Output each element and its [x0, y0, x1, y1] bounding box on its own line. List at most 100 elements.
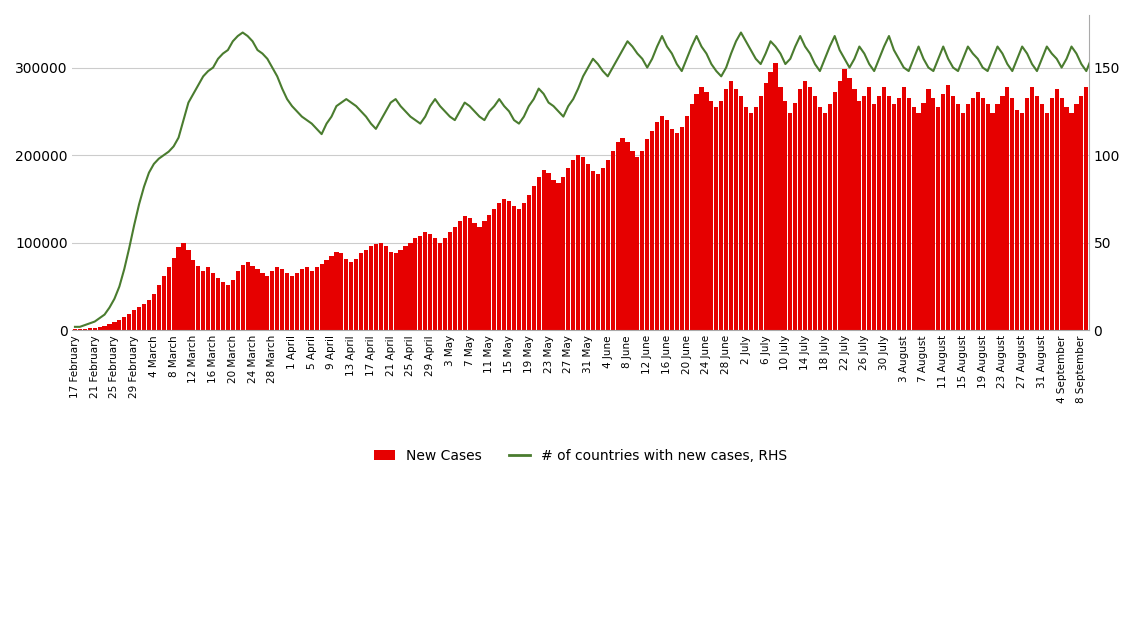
Bar — [516, 210, 521, 330]
Bar — [161, 276, 166, 330]
Bar — [512, 206, 516, 330]
Bar — [758, 95, 763, 330]
Bar — [255, 269, 260, 330]
Bar — [83, 329, 87, 330]
Bar — [507, 201, 511, 330]
Bar — [581, 157, 586, 330]
Bar — [280, 269, 284, 330]
Bar — [418, 236, 422, 330]
Bar — [813, 95, 817, 330]
Bar — [260, 273, 264, 330]
Bar — [152, 293, 155, 330]
Bar — [802, 81, 807, 330]
Bar — [201, 271, 205, 330]
Bar — [788, 113, 792, 330]
Bar — [709, 101, 714, 330]
Bar — [182, 243, 186, 330]
Bar — [882, 87, 886, 330]
Bar — [621, 138, 624, 330]
Bar — [502, 199, 506, 330]
Bar — [497, 203, 502, 330]
Bar — [1069, 113, 1074, 330]
Bar — [1060, 98, 1063, 330]
Bar — [472, 223, 477, 330]
Bar — [388, 252, 393, 330]
Bar — [245, 262, 250, 330]
Bar — [1025, 98, 1029, 330]
Bar — [409, 243, 412, 330]
Bar — [1044, 113, 1049, 330]
Bar — [487, 215, 491, 330]
Bar — [625, 142, 630, 330]
Bar — [1054, 89, 1059, 330]
Bar — [901, 87, 906, 330]
Bar — [379, 243, 382, 330]
Bar — [798, 89, 802, 330]
Bar — [611, 151, 615, 330]
Bar — [690, 104, 693, 330]
Bar — [571, 159, 575, 330]
Bar — [537, 177, 540, 330]
Bar — [289, 276, 294, 330]
Bar — [266, 276, 269, 330]
Bar — [310, 271, 314, 330]
Bar — [186, 250, 191, 330]
Bar — [354, 259, 359, 330]
Bar — [848, 78, 851, 330]
Bar — [1040, 104, 1044, 330]
Bar — [369, 246, 373, 330]
Bar — [827, 104, 832, 330]
Bar — [936, 107, 941, 330]
Bar — [991, 113, 994, 330]
Bar — [93, 327, 96, 330]
Bar — [1010, 98, 1015, 330]
Bar — [655, 122, 659, 330]
Bar — [335, 252, 338, 330]
Bar — [705, 92, 708, 330]
Bar — [73, 329, 77, 330]
Bar — [552, 180, 556, 330]
Bar — [674, 133, 679, 330]
Bar — [970, 98, 975, 330]
Bar — [1065, 107, 1069, 330]
Bar — [87, 328, 92, 330]
Bar — [325, 260, 329, 330]
Bar — [886, 95, 891, 330]
Bar — [897, 98, 901, 330]
Bar — [556, 183, 561, 330]
Bar — [606, 159, 609, 330]
Bar — [842, 69, 847, 330]
Bar — [207, 267, 210, 330]
Bar — [78, 329, 82, 330]
Bar — [117, 320, 121, 330]
Bar — [1075, 104, 1078, 330]
Bar — [413, 238, 418, 330]
Bar — [1020, 113, 1024, 330]
Bar — [285, 273, 289, 330]
Bar — [863, 95, 866, 330]
Bar — [630, 151, 634, 330]
Bar — [541, 170, 546, 330]
Bar — [339, 253, 344, 330]
Bar — [838, 81, 842, 330]
Bar — [966, 104, 970, 330]
Bar — [329, 256, 334, 330]
Bar — [615, 142, 620, 330]
Bar — [171, 258, 176, 330]
Bar — [1079, 95, 1084, 330]
Bar — [976, 92, 980, 330]
Bar — [364, 250, 368, 330]
Bar — [137, 307, 141, 330]
Bar — [684, 116, 689, 330]
Bar — [764, 83, 767, 330]
Bar — [739, 95, 743, 330]
Bar — [714, 107, 718, 330]
Bar — [98, 327, 102, 330]
Bar — [729, 81, 733, 330]
Bar — [659, 116, 664, 330]
Bar — [636, 157, 639, 330]
Bar — [931, 98, 935, 330]
Bar — [373, 244, 378, 330]
Bar — [1000, 95, 1004, 330]
Bar — [251, 267, 254, 330]
